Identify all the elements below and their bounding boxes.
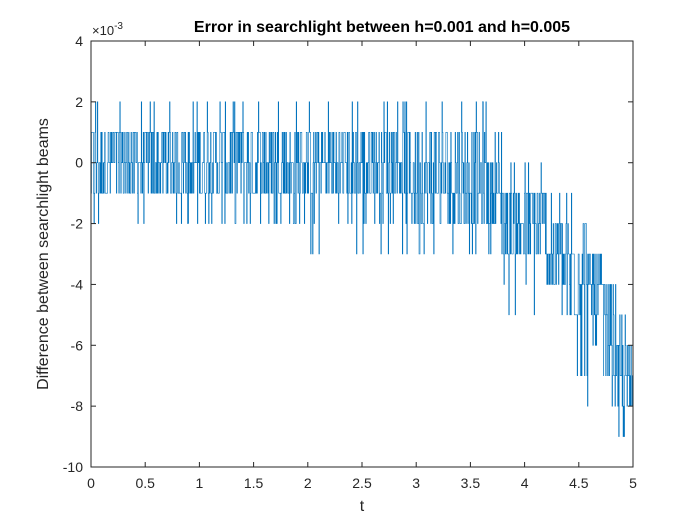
y-tick-label: 2 bbox=[75, 94, 83, 110]
x-tick-label: 1 bbox=[196, 475, 204, 491]
x-tick-label: 5 bbox=[629, 475, 637, 491]
y-axis: -10 -8 -6 -4 -2 0 2 4 bbox=[63, 33, 633, 475]
y-tick-label: 4 bbox=[75, 33, 83, 49]
x-tick-label: 0 bbox=[87, 475, 95, 491]
plot-area bbox=[91, 41, 633, 467]
x-tick-label: 2 bbox=[304, 475, 312, 491]
x-tick-label: 2.5 bbox=[352, 475, 372, 491]
y-axis-exponent-base: ×10 bbox=[92, 23, 114, 38]
y-tick-label: -8 bbox=[71, 398, 84, 414]
y-axis-exponent-power: -3 bbox=[114, 21, 123, 32]
y-tick-label: -4 bbox=[71, 276, 84, 292]
y-tick-label: -2 bbox=[71, 216, 84, 232]
chart-title: Error in searchlight between h=0.001 and… bbox=[194, 19, 570, 36]
x-tick-label: 1.5 bbox=[244, 475, 264, 491]
y-tick-label: -6 bbox=[71, 337, 84, 353]
x-tick-label: 4 bbox=[521, 475, 529, 491]
y-axis-label: Difference between searchlight beams bbox=[35, 118, 52, 390]
data-series-line bbox=[91, 101, 633, 437]
x-tick-label: 3.5 bbox=[461, 475, 481, 491]
x-tick-label: 3 bbox=[412, 475, 420, 491]
x-tick-label: 4.5 bbox=[569, 475, 589, 491]
y-tick-label: -10 bbox=[63, 459, 83, 475]
y-axis-exponent: ×10-3 bbox=[92, 21, 123, 38]
series-line bbox=[91, 101, 633, 437]
x-axis: 0 0.5 1 1.5 2 2.5 3 3.5 4 4.5 5 bbox=[87, 41, 637, 491]
y-tick-label: 0 bbox=[75, 155, 83, 171]
x-axis-label: t bbox=[360, 498, 365, 515]
x-tick-label: 0.5 bbox=[135, 475, 155, 491]
